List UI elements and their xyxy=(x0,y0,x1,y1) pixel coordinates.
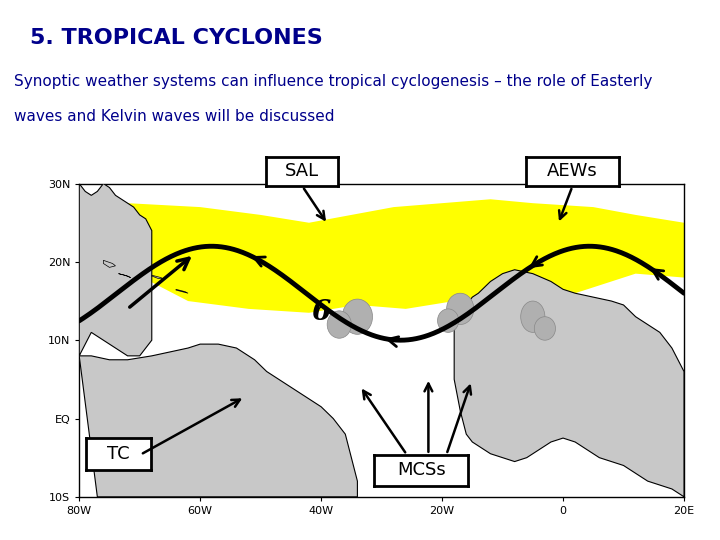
Text: TC: TC xyxy=(107,445,130,463)
Ellipse shape xyxy=(534,316,555,340)
Ellipse shape xyxy=(446,293,474,325)
Ellipse shape xyxy=(438,309,459,332)
Polygon shape xyxy=(152,275,164,279)
Polygon shape xyxy=(79,199,684,313)
Polygon shape xyxy=(104,260,115,267)
Ellipse shape xyxy=(521,301,545,332)
Polygon shape xyxy=(176,289,188,293)
Polygon shape xyxy=(79,184,152,356)
Text: MCSs: MCSs xyxy=(397,461,446,480)
Text: waves and Kelvin waves will be discussed: waves and Kelvin waves will be discussed xyxy=(14,109,335,124)
Text: Synoptic weather systems can influence tropical cyclogenesis – the role of Easte: Synoptic weather systems can influence t… xyxy=(14,73,653,89)
Polygon shape xyxy=(454,270,684,497)
Polygon shape xyxy=(79,344,357,497)
Ellipse shape xyxy=(327,311,351,338)
Text: AEWs: AEWs xyxy=(547,163,598,180)
Text: 6: 6 xyxy=(312,299,330,326)
Text: 5. TROPICAL CYCLONES: 5. TROPICAL CYCLONES xyxy=(30,28,323,48)
Text: SAL: SAL xyxy=(285,163,320,180)
Polygon shape xyxy=(119,274,130,278)
Ellipse shape xyxy=(342,299,372,334)
